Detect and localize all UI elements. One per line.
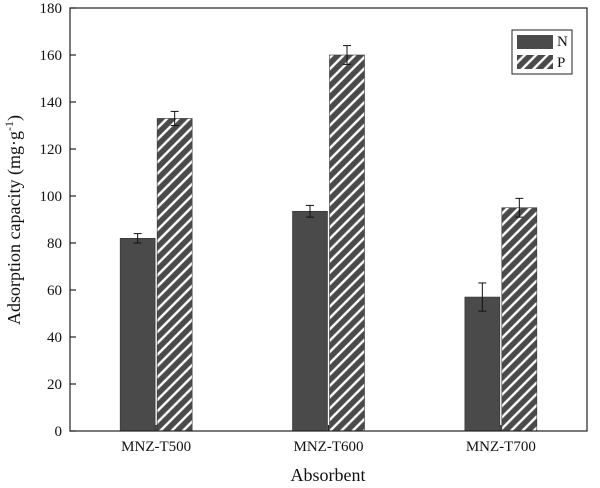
- y-tick-label: 80: [47, 236, 62, 252]
- bar-p: [156, 118, 193, 432]
- error-bar: [133, 233, 142, 244]
- y-tick-label: 120: [40, 142, 63, 158]
- x-tick-label: MNZ-T600: [294, 439, 364, 455]
- bar-p: [501, 207, 538, 432]
- y-axis: 0 20 40 60 80 100 120 140 160 180: [40, 1, 76, 440]
- error-bar: [478, 282, 487, 312]
- error-bar: [343, 45, 351, 65]
- y-tick-label: 140: [40, 95, 63, 111]
- bar-n: [119, 238, 156, 432]
- legend: N P: [511, 29, 573, 75]
- y-tick-label: 160: [40, 48, 63, 64]
- x-axis-title: Absorbent: [291, 465, 366, 485]
- legend-swatch-n: [517, 35, 553, 49]
- legend-swatch-p: [517, 55, 553, 69]
- y-tick-label: 100: [40, 189, 63, 205]
- y-tick-label: 0: [55, 424, 63, 440]
- error-bar: [306, 204, 314, 218]
- y-tick-label: 40: [47, 330, 62, 346]
- bar-n: [292, 210, 328, 432]
- y-tick-label: 60: [47, 283, 62, 299]
- legend-label-n: N: [557, 34, 568, 50]
- y-tick-label: 20: [47, 377, 62, 393]
- bar-n: [464, 296, 501, 432]
- error-bar: [170, 110, 179, 126]
- x-tick-label: MNZ-T500: [121, 439, 191, 455]
- x-tick-label: MNZ-T700: [466, 439, 536, 455]
- error-bar: [515, 197, 524, 218]
- legend-label-p: P: [557, 55, 565, 71]
- x-axis: MNZ-T500 MNZ-T600 MNZ-T700: [121, 425, 536, 455]
- bars-layer: [119, 54, 538, 432]
- y-tick-label: 180: [40, 1, 63, 17]
- bar-p: [329, 54, 365, 432]
- y-axis-title: Adsorption capacity (mg·g-1): [2, 115, 25, 325]
- error-bars-layer: [133, 45, 524, 312]
